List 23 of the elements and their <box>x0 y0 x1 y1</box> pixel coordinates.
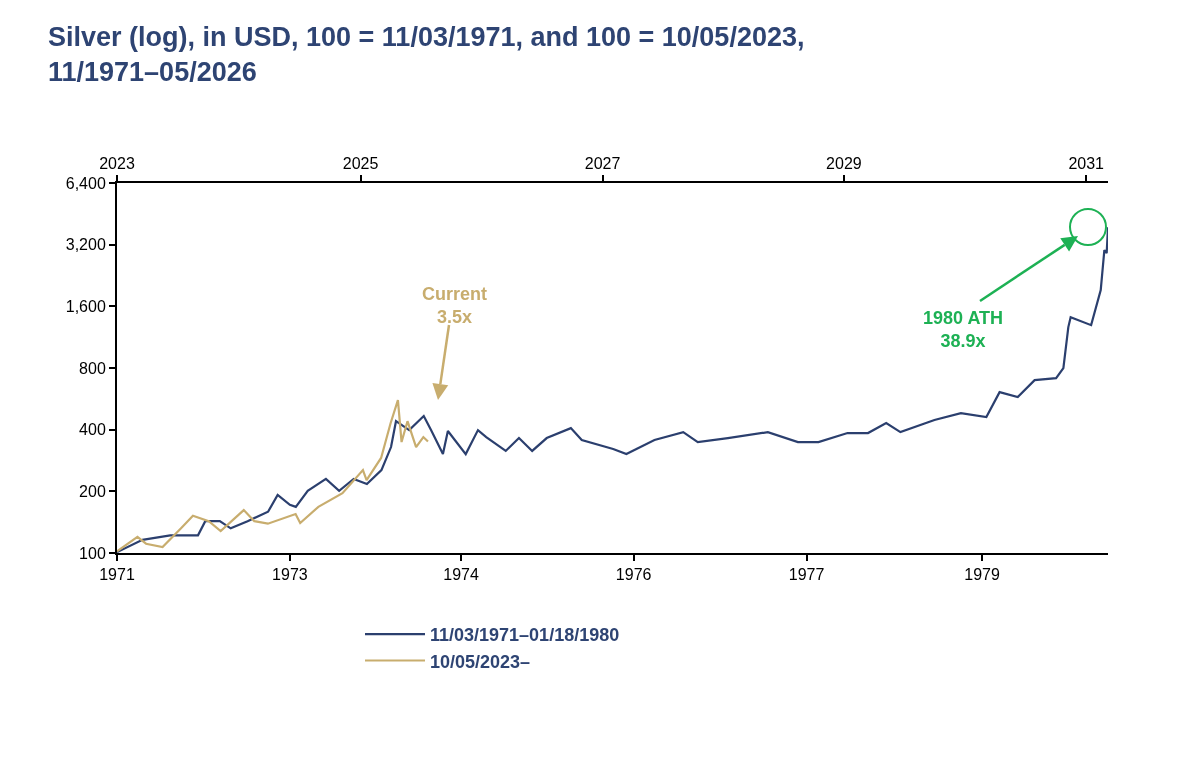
x-tick-label: 1979 <box>964 566 1000 584</box>
x-tick-label: 1973 <box>272 566 308 584</box>
y-tick-label: 800 <box>79 359 106 377</box>
x2-tick-label: 2023 <box>99 154 135 172</box>
legend-label: 11/03/1971–01/18/1980 <box>430 625 620 646</box>
y-tick-label: 200 <box>79 482 106 500</box>
y-tick-label: 400 <box>79 421 106 439</box>
y-tick-label: 1,600 <box>65 297 106 315</box>
legend-label: 10/05/2023– <box>430 651 531 672</box>
x-tick-label: 1977 <box>788 566 825 584</box>
y-tick-label: 100 <box>79 544 106 562</box>
annotation: Current 3.5x <box>422 284 488 328</box>
x-tick-label: 1971 <box>99 566 135 584</box>
chart-title: Silver (log), in USD, 100 = 11/03/1971, and 100 = 10/05/2023, 11/1971–05/2026 <box>48 22 805 88</box>
x-tick-label: 1974 <box>443 566 480 584</box>
x2-tick-label: 2027 <box>584 154 621 172</box>
annotation: 1980 ATH 38.9x <box>923 308 1004 352</box>
y-tick-label: 6,400 <box>65 174 106 192</box>
x2-tick-label: 2029 <box>826 154 862 172</box>
y-tick-label: 3,200 <box>65 236 106 254</box>
x2-tick-label: 2025 <box>342 154 379 172</box>
x-tick-label: 1976 <box>615 566 652 584</box>
x2-tick-label: 2031 <box>1068 154 1105 172</box>
